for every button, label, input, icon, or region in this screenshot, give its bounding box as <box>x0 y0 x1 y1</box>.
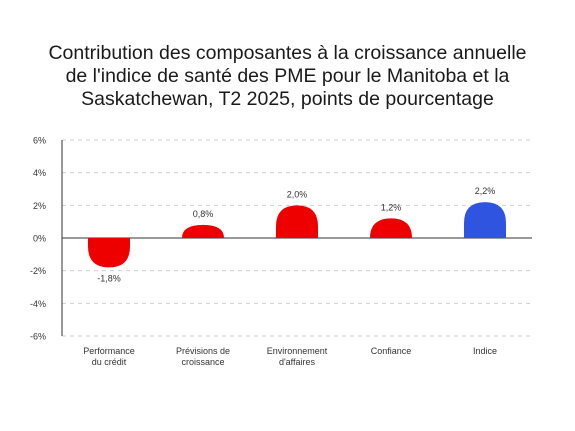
bar <box>370 218 412 238</box>
x-tick-label: Indice <box>473 346 497 356</box>
chart-title: Contribution des composantes à la croiss… <box>0 42 575 111</box>
x-tick-label: du crédit <box>92 357 127 367</box>
x-tick-label: d'affaires <box>279 357 316 367</box>
x-tick-label: Performance <box>83 346 135 356</box>
chart-title-line-1: Contribution des composantes à la croiss… <box>48 42 527 64</box>
data-label: 1,2% <box>381 202 402 212</box>
y-tick-label: -2% <box>30 266 46 276</box>
y-tick-label: -6% <box>30 332 46 342</box>
x-tick-label: Prévisions de <box>176 346 230 356</box>
data-label: 2,2% <box>475 186 496 196</box>
bar <box>182 224 224 238</box>
y-tick-label: 2% <box>33 201 46 211</box>
y-tick-label: 0% <box>33 234 46 244</box>
x-tick-label: croissance <box>181 357 224 367</box>
chart-title-line-2: de l'indice de santé des PME pour le Man… <box>65 65 510 87</box>
chart-title-line-3: Saskatchewan, T2 2025, points de pourcen… <box>81 88 494 110</box>
x-tick-label: Confiance <box>371 346 412 356</box>
x-tick-label: Environnement <box>267 346 328 356</box>
bar <box>276 205 318 238</box>
bar <box>464 202 506 238</box>
data-label: 0,8% <box>193 209 214 219</box>
data-label: 2,0% <box>287 189 308 199</box>
y-tick-label: 6% <box>33 136 46 146</box>
data-label: -1,8% <box>97 273 121 283</box>
bar <box>88 238 130 268</box>
y-tick-label: -4% <box>30 299 46 309</box>
y-tick-label: 4% <box>33 168 46 178</box>
